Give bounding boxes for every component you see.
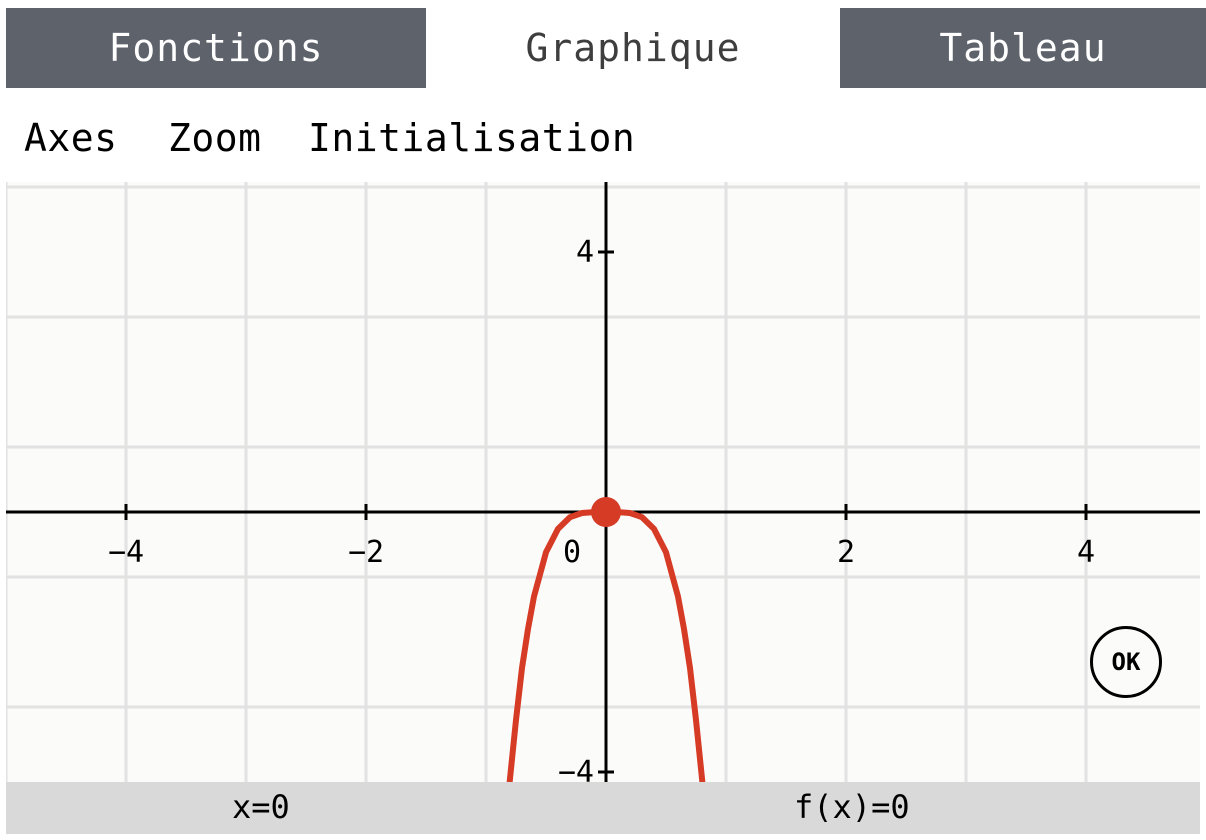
axes-menu-button[interactable]: Axes	[24, 116, 118, 160]
x-tick-label: 2	[837, 535, 855, 570]
cursor-x-value: x=0	[232, 788, 290, 826]
y-tick-label: −4	[558, 755, 594, 782]
function-plot[interactable]: −4 −2 0 2 4 4 −4	[6, 182, 1200, 782]
ok-button[interactable]: OK	[1090, 626, 1162, 698]
tab-tableau[interactable]: Tableau	[840, 8, 1206, 88]
cursor-fx-value: f(x)=0	[794, 788, 910, 826]
tab-fonctions[interactable]: Fonctions	[6, 8, 426, 88]
tab-bar: Fonctions Graphique Tableau	[0, 0, 1206, 88]
x-tick-label: −2	[348, 535, 384, 570]
cursor-status-bar: x=0 f(x)=0	[6, 782, 1200, 834]
x-tick-label: −4	[108, 535, 144, 570]
x-tick-label: 0	[563, 535, 581, 570]
tab-graphique[interactable]: Graphique	[426, 8, 840, 88]
y-tick-label: 4	[576, 235, 594, 270]
zoom-menu-button[interactable]: Zoom	[168, 116, 262, 160]
graph-menu-bar: Axes Zoom Initialisation	[0, 88, 1206, 182]
x-tick-label: 4	[1077, 535, 1095, 570]
initialisation-menu-button[interactable]: Initialisation	[308, 116, 636, 160]
cursor-point	[591, 497, 621, 527]
graph-view[interactable]: −4 −2 0 2 4 4 −4 OK	[6, 182, 1200, 782]
